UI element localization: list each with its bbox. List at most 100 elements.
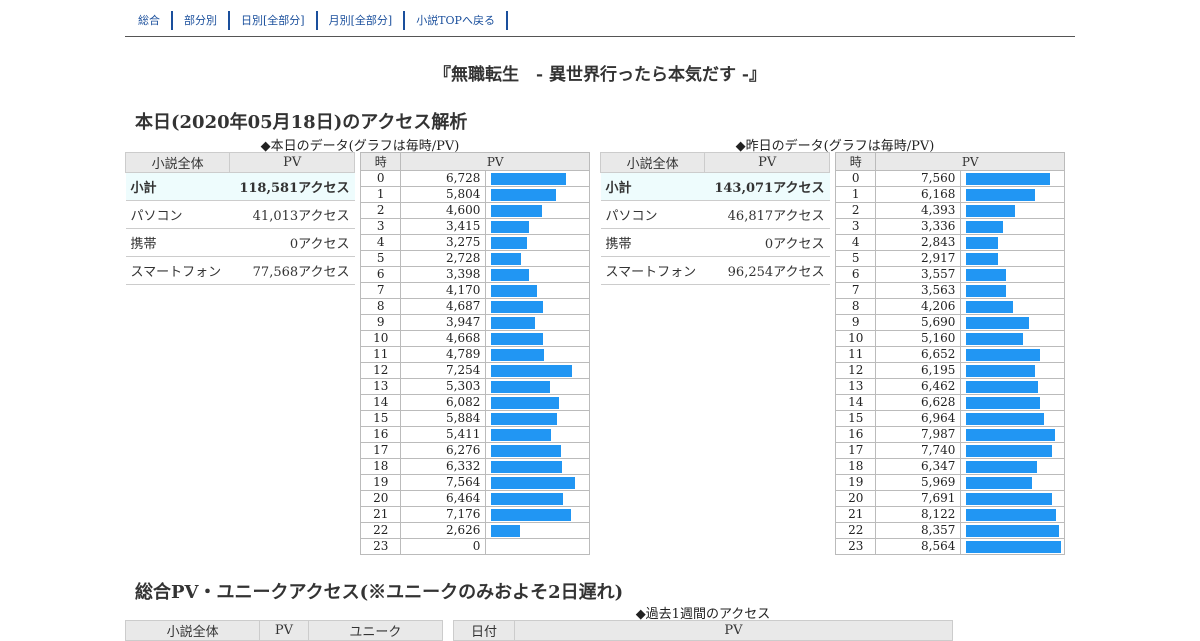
graph-cell [485,378,590,395]
hour-cell: 19 [834,474,877,491]
graph-cell [960,330,1065,347]
nav-link-daily[interactable]: 日別[全部分] [230,11,318,30]
week-header-date: 日付 [453,620,515,641]
pv-cell: 6,628 [875,394,962,411]
nav-link-monthly[interactable]: 月別[全部分] [318,11,406,30]
total-header-pv: PV [259,620,309,641]
pv-bar [966,413,1045,425]
graph-cell [960,394,1065,411]
hour-cell: 8 [834,298,877,315]
hour-cell: 4 [359,234,402,251]
pv-bar [491,301,544,313]
summary-label: 携帯 [125,228,230,257]
graph-cell [960,538,1065,555]
summary-value: 0アクセス [229,228,355,257]
pv-bar [966,509,1057,521]
summary-label: 小計 [125,172,230,201]
hourly-row: 19 5,969 [834,474,1065,491]
pv-bar [966,253,999,265]
hour-cell: 20 [359,490,402,507]
pv-cell: 5,804 [400,186,487,203]
nav-link-overall[interactable]: 総合 [126,11,173,30]
hour-cell: 1 [834,186,877,203]
graph-cell [960,282,1065,299]
hourly-row: 5 2,917 [834,250,1065,267]
pv-bar [491,317,536,329]
pv-bar [966,285,1007,297]
table-row: スマートフォン 96,254アクセス [600,256,830,285]
hourly-header-hour: 時 [834,152,877,171]
today-hourly-table: 時 PV 0 6,728 1 5,804 2 4,600 3 3,415 4 3,275 5 2,72… [359,152,590,555]
summary-value: 77,568アクセス [229,256,355,285]
graph-cell [485,522,590,539]
hourly-row: 16 5,411 [359,426,590,443]
pv-bar [491,173,567,185]
graph-cell [485,410,590,427]
hour-cell: 16 [834,426,877,443]
pv-bar [966,477,1033,489]
graph-cell [960,490,1065,507]
pv-bar [491,381,551,393]
summary-value: 96,254アクセス [704,256,830,285]
hourly-row: 20 7,691 [834,490,1065,507]
pv-bar [966,541,1062,553]
hourly-row: 4 2,843 [834,234,1065,251]
hour-cell: 2 [359,202,402,219]
pv-cell: 4,668 [400,330,487,347]
hour-cell: 19 [359,474,402,491]
pv-cell: 7,254 [400,362,487,379]
nav-link-by-part[interactable]: 部分別 [173,11,230,30]
pv-bar [491,477,576,489]
hourly-row: 0 6,728 [359,170,590,187]
hour-cell: 13 [834,378,877,395]
pv-bar [491,285,538,297]
pv-cell: 6,082 [400,394,487,411]
hour-cell: 3 [359,218,402,235]
table-row: パソコン 46,817アクセス [600,200,830,229]
pv-bar [491,189,557,201]
hour-cell: 18 [834,458,877,475]
hourly-row: 8 4,687 [359,298,590,315]
pv-cell: 5,884 [400,410,487,427]
nav-link-novel-top[interactable]: 小説TOPへ戻る [405,11,508,30]
hour-cell: 12 [359,362,402,379]
pv-bar [966,221,1004,233]
graph-cell [960,186,1065,203]
graph-cell [485,202,590,219]
graph-cell [485,234,590,251]
graph-cell [960,474,1065,491]
graph-cell [485,506,590,523]
hour-cell: 15 [359,410,402,427]
summary-label: スマートフォン [600,256,705,285]
graph-cell [485,346,590,363]
pv-bar [966,205,1016,217]
pv-bar [491,253,522,265]
hour-cell: 3 [834,218,877,235]
graph-cell [485,394,590,411]
page-title: 『無職転生 - 異世界行ったら本気だす -』 [434,65,766,85]
pv-cell: 6,462 [875,378,962,395]
hourly-row: 12 7,254 [359,362,590,379]
graph-cell [485,186,590,203]
summary-value: 0アクセス [704,228,830,257]
hourly-header-hour: 時 [359,152,402,171]
pv-cell: 0 [400,538,487,555]
nav-divider [125,36,1075,37]
pv-cell: 6,964 [875,410,962,427]
pv-cell: 4,206 [875,298,962,315]
hour-cell: 11 [359,346,402,363]
pv-bar [966,317,1030,329]
hourly-row: 3 3,415 [359,218,590,235]
pv-cell: 2,728 [400,250,487,267]
hourly-row: 20 6,464 [359,490,590,507]
hourly-row: 9 5,690 [834,314,1065,331]
pv-bar [966,461,1038,473]
graph-cell [485,170,590,187]
hour-cell: 2 [834,202,877,219]
yesterday-caption: ◆昨日のデータ(グラフは毎時/PV) [735,139,935,154]
hour-cell: 10 [359,330,402,347]
hourly-row: 15 6,964 [834,410,1065,427]
hourly-row: 13 6,462 [834,378,1065,395]
hour-cell: 12 [834,362,877,379]
pv-cell: 3,563 [875,282,962,299]
